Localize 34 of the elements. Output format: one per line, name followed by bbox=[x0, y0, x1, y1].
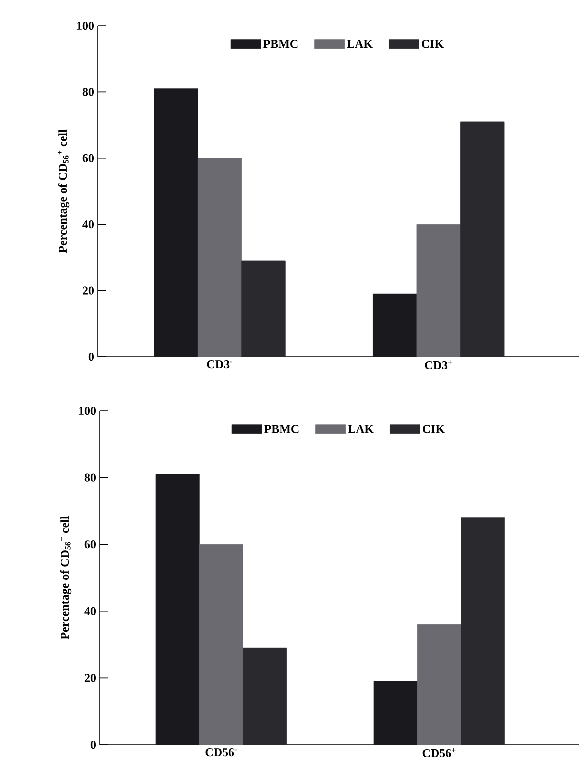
bar bbox=[154, 88, 198, 357]
x-tick-label: CD3$^{+}$ bbox=[425, 360, 452, 370]
bar bbox=[199, 544, 244, 745]
y-tick-label: 40 bbox=[84, 607, 96, 616]
y-axis-title: Percentage of CD$_{56}$$^{+}$ cell bbox=[60, 516, 72, 640]
bar bbox=[198, 158, 242, 357]
y-tick-label: 80 bbox=[84, 474, 96, 482]
legend-label: PBMC bbox=[264, 425, 299, 434]
bar bbox=[241, 260, 286, 357]
bar bbox=[156, 474, 200, 745]
y-axis-title: Percentage of CD$_{56}$$^{+}$ cell bbox=[58, 130, 70, 254]
x-tick-label: CD56$^{+}$ bbox=[422, 748, 456, 758]
bar bbox=[460, 122, 505, 357]
y-tick-label: 0 bbox=[90, 740, 96, 750]
y-tick-label: 60 bbox=[84, 540, 96, 549]
y-tick-label: 20 bbox=[84, 674, 96, 682]
bar bbox=[374, 681, 418, 745]
y-tick-label: 100 bbox=[77, 22, 94, 30]
x-tick-label: CD3$^{-}$ bbox=[207, 360, 232, 369]
y-tick-label: 0 bbox=[88, 352, 94, 362]
y-tick-label: 80 bbox=[82, 88, 94, 96]
legend-label: LAK bbox=[348, 425, 374, 434]
bar bbox=[417, 624, 462, 745]
legend-label: LAK bbox=[347, 40, 373, 48]
legend-label: CIK bbox=[422, 40, 444, 48]
bar bbox=[416, 224, 461, 357]
y-tick-label: 20 bbox=[82, 286, 94, 295]
legend-label: PBMC bbox=[263, 40, 298, 48]
bar bbox=[372, 294, 417, 357]
x-tick-label: CD56$^{-}$ bbox=[206, 748, 237, 757]
y-tick-label: 40 bbox=[82, 220, 94, 229]
y-tick-label: 60 bbox=[82, 154, 94, 162]
legend-label: CIK bbox=[422, 425, 445, 434]
y-tick-label: 100 bbox=[79, 406, 96, 416]
